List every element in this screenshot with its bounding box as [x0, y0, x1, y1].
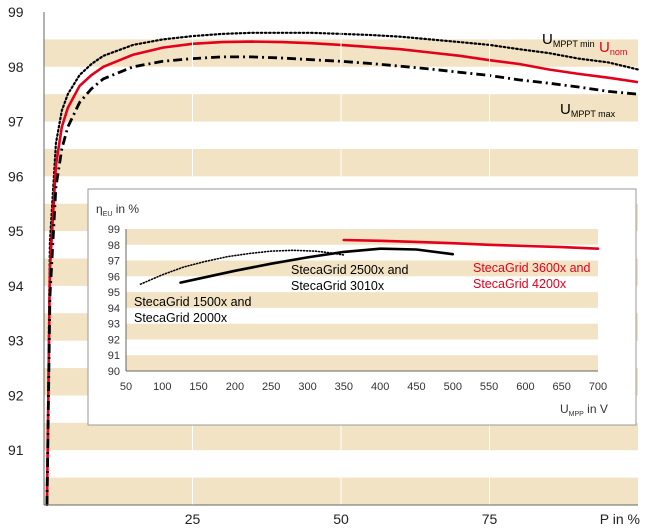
y-tick-label: 94 — [8, 278, 24, 294]
inset-y-tick-label: 91 — [108, 350, 120, 362]
y-tick-label: 97 — [8, 114, 24, 130]
y-tick-label: 92 — [8, 387, 24, 403]
inset-y-tick-label: 95 — [108, 287, 120, 299]
inset-y-tick-label: 93 — [108, 319, 120, 331]
inset-x-tick-label: 600 — [516, 381, 534, 393]
inset-x-tick-label: 350 — [335, 381, 353, 393]
inset-series-label-1: StecaGrid 3010x — [291, 279, 385, 293]
inset-x-tick-label: 650 — [553, 381, 571, 393]
inset-x-tick-label: 700 — [589, 381, 607, 393]
inset-x-axis-label: UMPP in V — [560, 402, 608, 418]
inset-band — [126, 292, 598, 308]
series-label-2: UMPPT max — [560, 101, 616, 119]
series-line-0 — [45, 31, 640, 507]
series-line-2 — [45, 55, 639, 506]
y-tick-label: 96 — [8, 168, 24, 184]
inset-band — [126, 323, 598, 340]
inset-y-tick-label: 90 — [108, 366, 120, 378]
inset-series-label-0: StecaGrid 2000x — [134, 311, 228, 325]
inset-series-label-2: StecaGrid 4200x — [473, 277, 567, 291]
inset-x-tick-label: 250 — [262, 381, 280, 393]
inset-x-tick-label: 100 — [153, 381, 171, 393]
inset-x-tick-label: 200 — [226, 381, 244, 393]
y-tick-label: 95 — [8, 223, 24, 239]
y-tick-label: 93 — [8, 333, 24, 349]
inset-x-tick-label: 50 — [120, 381, 132, 393]
series-line-1 — [45, 40, 639, 506]
x-tick-label: 25 — [185, 511, 201, 527]
inset-series-line-0 — [139, 249, 345, 285]
inset-x-tick-label: 150 — [189, 381, 207, 393]
y-tick-label: 98 — [8, 59, 24, 75]
inset-chart: 90 91 92 93 94 95 96 97 98 99 50 100 150 200 250 300 350… — [87, 188, 637, 426]
series-label-0: UMPPT min — [542, 31, 595, 49]
main-chart-lines — [45, 31, 640, 507]
inset-y-tick-label: 98 — [108, 240, 120, 252]
inset-series-label-2: StecaGrid 3600x and — [473, 261, 590, 275]
inset-y-tick-label: 96 — [108, 271, 120, 283]
inset-x-tick-label: 400 — [371, 381, 389, 393]
inset-series-line-1 — [179, 247, 455, 284]
inset-band — [126, 229, 598, 245]
series-label-1: Unom — [599, 39, 627, 57]
y-tick-label: 91 — [8, 442, 24, 458]
inset-series-label-1: StecaGrid 2500x and — [291, 263, 408, 277]
inset-x-tick-label: 300 — [298, 381, 316, 393]
inset-x-tick-label: 450 — [407, 381, 425, 393]
inset-band — [126, 355, 598, 371]
inset-x-tick-label: 500 — [444, 381, 462, 393]
inset-series-line-2 — [342, 238, 600, 250]
inset-y-tick-label: 94 — [108, 303, 120, 315]
inset-x-tick-label: 550 — [480, 381, 498, 393]
x-tick-label: 75 — [482, 511, 498, 527]
x-axis-label: P in % — [600, 511, 640, 527]
inset-band — [126, 260, 598, 277]
inset-y-axis-label: ηEU in % — [96, 202, 139, 218]
inset-series-label-0: StecaGrid 1500x and — [134, 295, 251, 309]
x-tick-label: 50 — [333, 511, 349, 527]
inset-y-tick-label: 99 — [108, 224, 120, 236]
inset-y-tick-label: 92 — [108, 334, 120, 346]
y-tick-label: 99 — [8, 4, 24, 20]
inset-y-tick-label: 97 — [108, 256, 120, 268]
